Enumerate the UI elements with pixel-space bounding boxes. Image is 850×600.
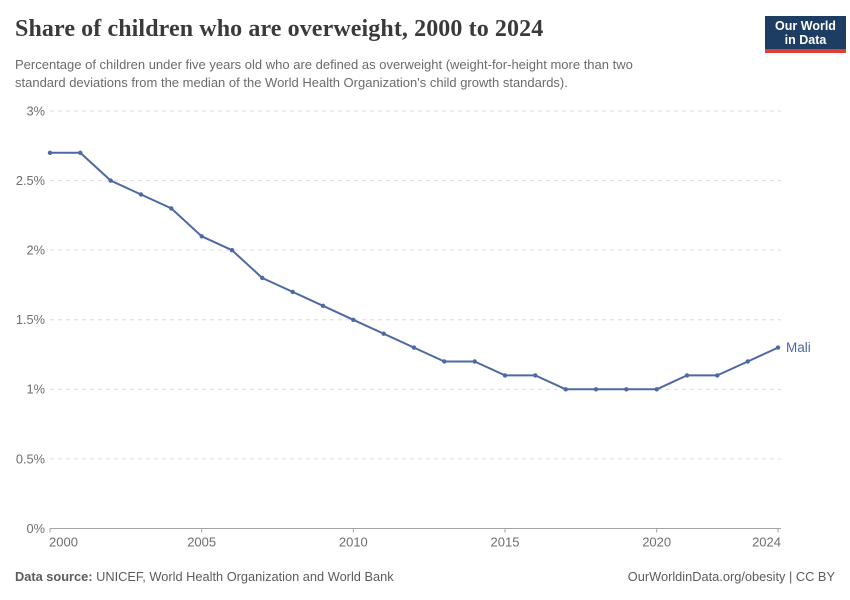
data-point xyxy=(411,345,417,350)
chart-footer: Data source: UNICEF, World Health Organi… xyxy=(15,569,835,584)
data-point xyxy=(381,331,386,336)
x-tick-label: 2020 xyxy=(642,535,671,550)
x-tick-label: 2015 xyxy=(491,535,520,550)
attribution-link[interactable]: OurWorldinData.org/obesity | CC BY xyxy=(627,569,835,584)
owid-logo[interactable]: Our World in Data xyxy=(765,16,846,53)
owid-logo-line2: in Data xyxy=(784,33,827,47)
data-point xyxy=(260,275,265,281)
mali-line xyxy=(49,151,779,391)
data-point xyxy=(351,317,356,322)
data-point xyxy=(169,206,174,211)
data-point xyxy=(654,387,659,392)
page-title: Share of children who are overweight, 20… xyxy=(15,16,544,42)
line-chart: 0% 0.5% 1% 1.5% 2% 2.5% 3% 2000 2005 2010 2015 2020… xyxy=(16,103,811,550)
data-point xyxy=(715,373,720,378)
y-tick-label: 1.5% xyxy=(16,312,45,327)
x-tick-label: 2005 xyxy=(187,535,216,550)
y-tick-label: 0.5% xyxy=(16,451,45,466)
data-source: Data source: UNICEF, World Health Organi… xyxy=(15,569,394,584)
y-tick-label: 0% xyxy=(27,521,46,536)
y-tick-label: 3% xyxy=(27,103,46,118)
data-point xyxy=(320,303,326,308)
data-point xyxy=(624,387,629,392)
x-tick-label: 2010 xyxy=(339,535,368,550)
data-point xyxy=(108,178,113,183)
data-point xyxy=(533,373,538,378)
chart-subtitle: Percentage of children under five years … xyxy=(15,57,633,91)
series-label-mali: Mali xyxy=(786,340,811,355)
data-source-text: UNICEF, World Health Organization and Wo… xyxy=(92,569,394,584)
data-point xyxy=(138,192,144,197)
y-tick-label: 2.5% xyxy=(16,173,45,188)
owid-logo-line1: Our World xyxy=(775,19,836,33)
data-point xyxy=(47,150,53,155)
data-point xyxy=(78,150,83,155)
data-point xyxy=(502,373,508,378)
data-source-label: Data source: xyxy=(15,569,93,584)
data-point xyxy=(229,248,235,253)
data-point xyxy=(472,359,477,364)
y-tick-label: 1% xyxy=(27,382,46,397)
data-point xyxy=(290,289,295,295)
data-point xyxy=(745,359,750,364)
data-point xyxy=(563,387,568,392)
data-point xyxy=(684,373,690,378)
y-tick-label: 2% xyxy=(27,243,46,258)
data-point xyxy=(775,345,781,350)
x-tick-label: 2000 xyxy=(49,535,78,550)
x-tick-label: 2024 xyxy=(752,535,781,550)
data-point xyxy=(593,387,599,392)
data-point xyxy=(442,359,447,364)
data-point xyxy=(199,234,204,239)
